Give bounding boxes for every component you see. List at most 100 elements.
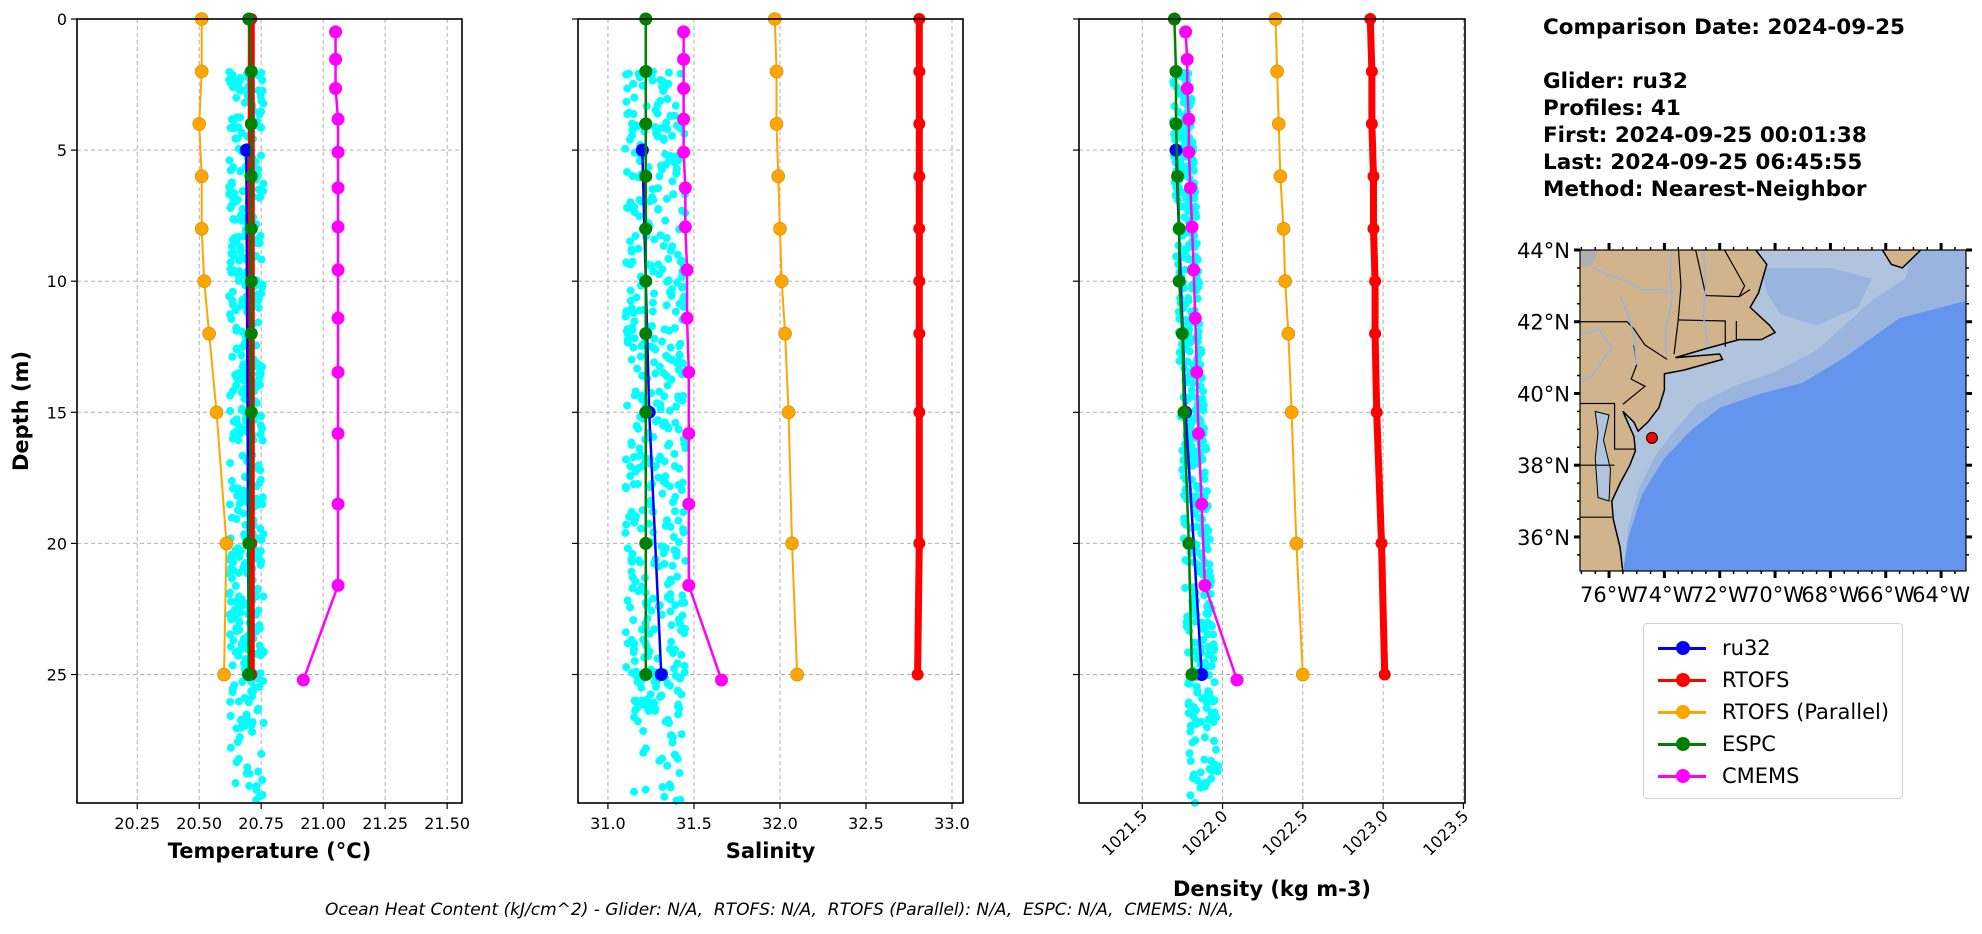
- data-point: [192, 117, 207, 131]
- glider-scatter-point: [1178, 465, 1187, 474]
- glider-scatter-point: [255, 624, 264, 633]
- data-point: [677, 52, 691, 66]
- glider-scatter-point: [655, 362, 664, 371]
- glider-scatter-point: [634, 452, 643, 461]
- data-point: [331, 311, 345, 325]
- glider-scatter-point: [666, 246, 675, 255]
- lake-ontario: [1580, 250, 1600, 268]
- data-point: [677, 145, 691, 159]
- glider-scatter-point: [677, 730, 686, 739]
- glider-scatter-point: [673, 686, 682, 695]
- glider-scatter-point: [1190, 194, 1199, 203]
- glider-scatter-point: [252, 482, 261, 491]
- lat-tick-label: 40°N: [1517, 382, 1570, 406]
- glider-scatter-point: [624, 69, 633, 78]
- legend-item: CMEMS: [1654, 760, 1892, 792]
- last-time: Last: 2024-09-25 06:45:55: [1543, 150, 1863, 175]
- glider-scatter-point: [239, 491, 248, 500]
- glider-scatter-point: [666, 783, 675, 792]
- glider-scatter-point: [634, 244, 643, 253]
- glider-scatter-point: [240, 530, 249, 539]
- glider-scatter-point: [621, 455, 630, 464]
- glider-scatter-point: [1180, 245, 1189, 254]
- glider-scatter-point: [639, 748, 648, 757]
- glider-scatter-point: [679, 525, 688, 534]
- glider-scatter-point: [1186, 727, 1195, 736]
- glider-scatter-point: [623, 596, 632, 605]
- glider-scatter-point: [621, 144, 630, 153]
- river: [1664, 250, 1674, 355]
- glider-scatter-point: [657, 161, 666, 170]
- data-point: [677, 81, 691, 95]
- lon-tick-label: 66°W: [1857, 583, 1915, 607]
- legend: ru32 RTOFS RTOFS (Parallel) ESPC CMEMS: [1643, 623, 1903, 799]
- glider-scatter-point: [663, 381, 672, 390]
- data-point: [774, 274, 789, 289]
- glider-scatter-point: [238, 404, 247, 413]
- glider-scatter-point: [631, 512, 640, 521]
- glider-scatter-point: [1181, 583, 1190, 592]
- glider-scatter-point: [238, 497, 247, 506]
- glider-scatter-point: [664, 68, 673, 77]
- glider-scatter-point: [631, 465, 640, 474]
- data-point: [329, 81, 343, 95]
- glider-scatter-point: [637, 524, 646, 533]
- glider-scatter-point: [669, 190, 678, 199]
- glider-scatter-point: [659, 369, 668, 378]
- chesapeake-bay: [1594, 410, 1611, 502]
- data-point: [678, 220, 692, 234]
- data-point: [1271, 117, 1286, 131]
- glider-scatter-point: [675, 350, 684, 359]
- data-point: [331, 263, 345, 277]
- glider-scatter-point: [254, 377, 263, 386]
- data-point: [639, 169, 653, 183]
- glider-scatter-point: [1184, 700, 1193, 709]
- glider-scatter-point: [1200, 468, 1209, 477]
- data-point: [239, 143, 253, 157]
- glider-scatter-point: [623, 544, 632, 553]
- glider-scatter-point: [639, 726, 648, 735]
- data-point: [773, 221, 787, 236]
- glider-scatter-point: [254, 234, 263, 243]
- glider-scatter-point: [678, 591, 687, 600]
- data-point: [217, 667, 231, 682]
- glider-scatter-point: [629, 79, 638, 88]
- glider-scatter-point: [1181, 556, 1190, 565]
- data-point: [785, 536, 799, 551]
- glider-scatter-point: [254, 465, 263, 474]
- data-point: [331, 112, 345, 126]
- glider-scatter-point: [663, 95, 672, 104]
- glider-scatter-point: [256, 524, 265, 533]
- glider-scatter-point: [1209, 630, 1218, 639]
- data-point: [1195, 668, 1209, 682]
- glider-scatter-point: [626, 237, 635, 246]
- x-axis-label: Density (kg m-3): [1173, 877, 1371, 901]
- glider-scatter-point: [1210, 760, 1219, 769]
- glider-scatter-point: [257, 151, 266, 160]
- data-point: [913, 65, 926, 78]
- glider-scatter-point: [258, 436, 267, 445]
- glider-scatter-point: [658, 337, 667, 346]
- glider-scatter-point: [254, 767, 263, 776]
- data-point: [639, 117, 653, 131]
- glider-scatter-point: [679, 302, 688, 311]
- glider-scatter-point: [650, 123, 659, 132]
- data-point: [639, 668, 653, 682]
- x-tick-label: 32.5: [848, 814, 884, 833]
- x-tick-label: 31.5: [676, 814, 712, 833]
- data-point: [1190, 365, 1204, 379]
- glider-scatter-point: [634, 587, 643, 596]
- glider-scatter-point: [228, 661, 237, 670]
- data-point: [654, 668, 668, 682]
- state-border: [1580, 402, 1636, 450]
- glider-scatter-point: [233, 134, 242, 143]
- glider-scatter-point: [631, 231, 640, 240]
- glider-scatter-point: [623, 110, 632, 119]
- legend-swatch-icon: [1658, 672, 1706, 687]
- glider-scatter-point: [1185, 749, 1194, 758]
- glider-scatter-point: [253, 706, 262, 715]
- data-point: [331, 427, 345, 441]
- glider-scatter-point: [668, 177, 677, 186]
- map-frame: [1579, 249, 1967, 572]
- ohc-footer: Ocean Heat Content (kJ/cm^2) - Glider: N…: [325, 900, 1235, 920]
